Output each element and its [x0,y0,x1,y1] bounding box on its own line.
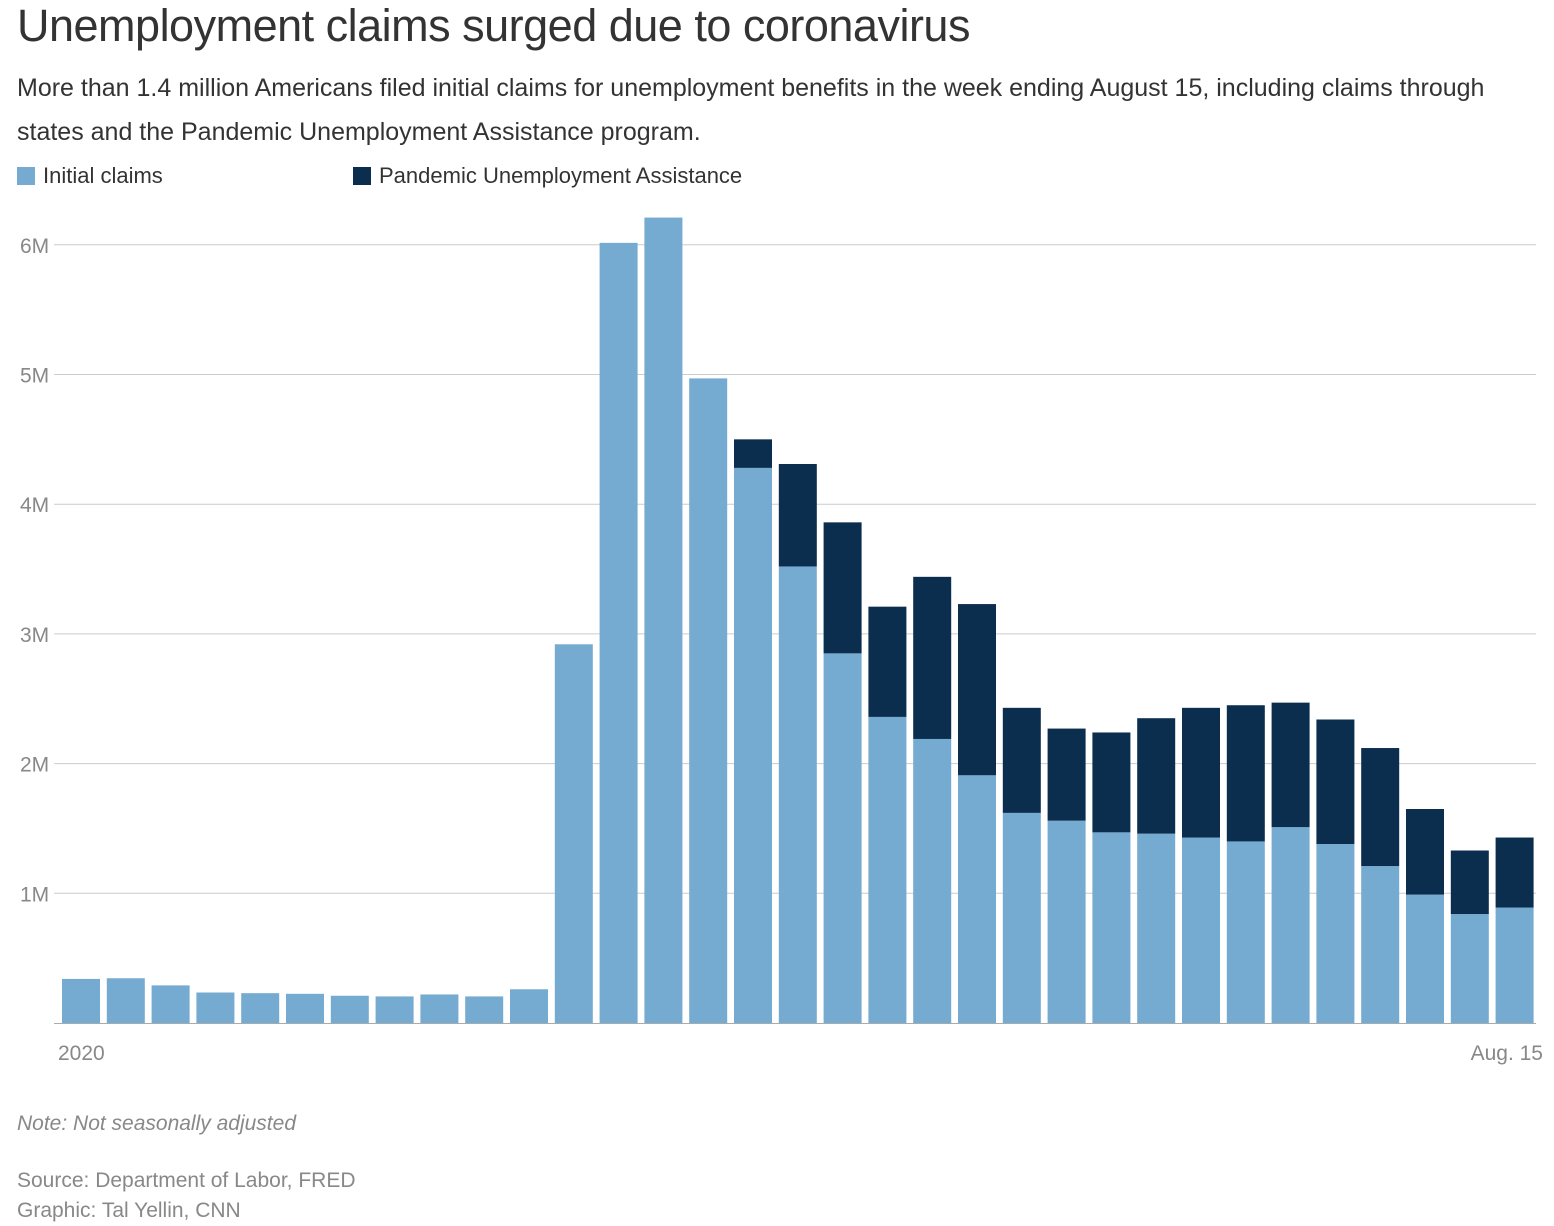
bar-initial-claims [62,978,100,1023]
bar-pandemic-assistance [958,604,996,776]
legend-label-pua: Pandemic Unemployment Assistance [379,163,743,188]
bar-initial-claims [420,994,459,1023]
bar-pandemic-assistance [1361,748,1400,867]
bar-initial-claims [196,992,235,1023]
bar-initial-claims [1226,841,1265,1023]
bar-initial-claims [510,989,548,1023]
chart-note: Note: Not seasonally adjusted [17,1112,296,1135]
bar-pandemic-assistance [734,439,772,468]
legend-item-initial-claims: Initial claims [17,163,163,189]
bar-initial-claims [375,996,414,1023]
y-tick-label: 3M [20,624,49,647]
source-line: Source: Department of Labor, FRED [17,1169,356,1192]
bar-initial-claims [1137,833,1176,1023]
y-axis-tick-labels: 1M 2M 3M 4M 5M 6M [20,235,49,906]
bar-pandemic-assistance [1450,850,1489,915]
legend-swatch-pua [353,167,371,185]
bar-pandemic-assistance [913,576,952,739]
y-tick-label: 2M [20,754,49,777]
bar-initial-claims [1092,832,1131,1023]
bar-pandemic-assistance [778,463,817,567]
bar-pandemic-assistance [1406,808,1444,895]
legend-item-pua: Pandemic Unemployment Assistance [353,163,742,189]
y-tick-label: 6M [20,235,49,258]
bar-initial-claims [1406,894,1444,1023]
bar-initial-claims [1271,827,1310,1023]
bar-pandemic-assistance [1226,705,1265,842]
bar-initial-claims [1495,907,1534,1023]
bar-pandemic-assistance [1137,718,1176,834]
bar-initial-claims [1450,914,1489,1023]
bar-initial-claims [599,242,638,1023]
x-axis-label-start: 2020 [58,1042,105,1065]
bar-pandemic-assistance [1092,732,1131,833]
bar-initial-claims [151,985,190,1023]
bar-pandemic-assistance [1316,719,1355,845]
x-axis-label-end: Aug. 15 [1471,1042,1543,1065]
bar-initial-claims [554,644,593,1023]
y-tick-label: 5M [20,365,49,388]
bar-pandemic-assistance [1271,702,1310,828]
bar-initial-claims [286,993,324,1023]
bar-initial-claims [106,978,145,1023]
bar-initial-claims [1002,812,1041,1023]
bar-initial-claims [778,566,817,1023]
chart-subtitle: More than 1.4 million Americans filed in… [17,74,1485,146]
bar-initial-claims [1361,866,1400,1023]
y-tick-label: 4M [20,494,49,517]
bar-initial-claims [644,217,683,1024]
legend-swatch-initial-claims [17,167,35,185]
chart-title: Unemployment claims surged due to corona… [17,0,970,51]
bar-initial-claims [1047,820,1086,1023]
bar-initial-claims [689,378,728,1023]
legend-label-initial-claims: Initial claims [43,163,163,188]
bar-initial-claims [1182,837,1220,1023]
bar-pandemic-assistance [1047,728,1086,821]
bar-initial-claims [913,738,952,1023]
graphic-credit-line: Graphic: Tal Yellin, CNN [17,1199,241,1222]
bar-pandemic-assistance [1182,707,1220,838]
y-tick-label: 1M [20,883,49,906]
bar-initial-claims [734,467,772,1023]
bar-pandemic-assistance [1002,707,1041,813]
bars [62,217,1534,1024]
bar-pandemic-assistance [1495,837,1534,908]
bar-initial-claims [823,653,862,1023]
bar-chart: 1M 2M 3M 4M 5M 6M 2020 Aug. 15 [20,217,1543,1065]
bar-initial-claims [1316,844,1355,1023]
bar-initial-claims [868,716,907,1023]
bar-initial-claims [465,996,504,1023]
bar-initial-claims [241,993,280,1023]
source-credits: Source: Department of Labor, FRED Graphi… [17,1166,356,1226]
bar-pandemic-assistance [868,606,907,717]
bar-initial-claims [330,995,369,1023]
bar-initial-claims [958,775,996,1023]
bar-pandemic-assistance [823,522,862,654]
